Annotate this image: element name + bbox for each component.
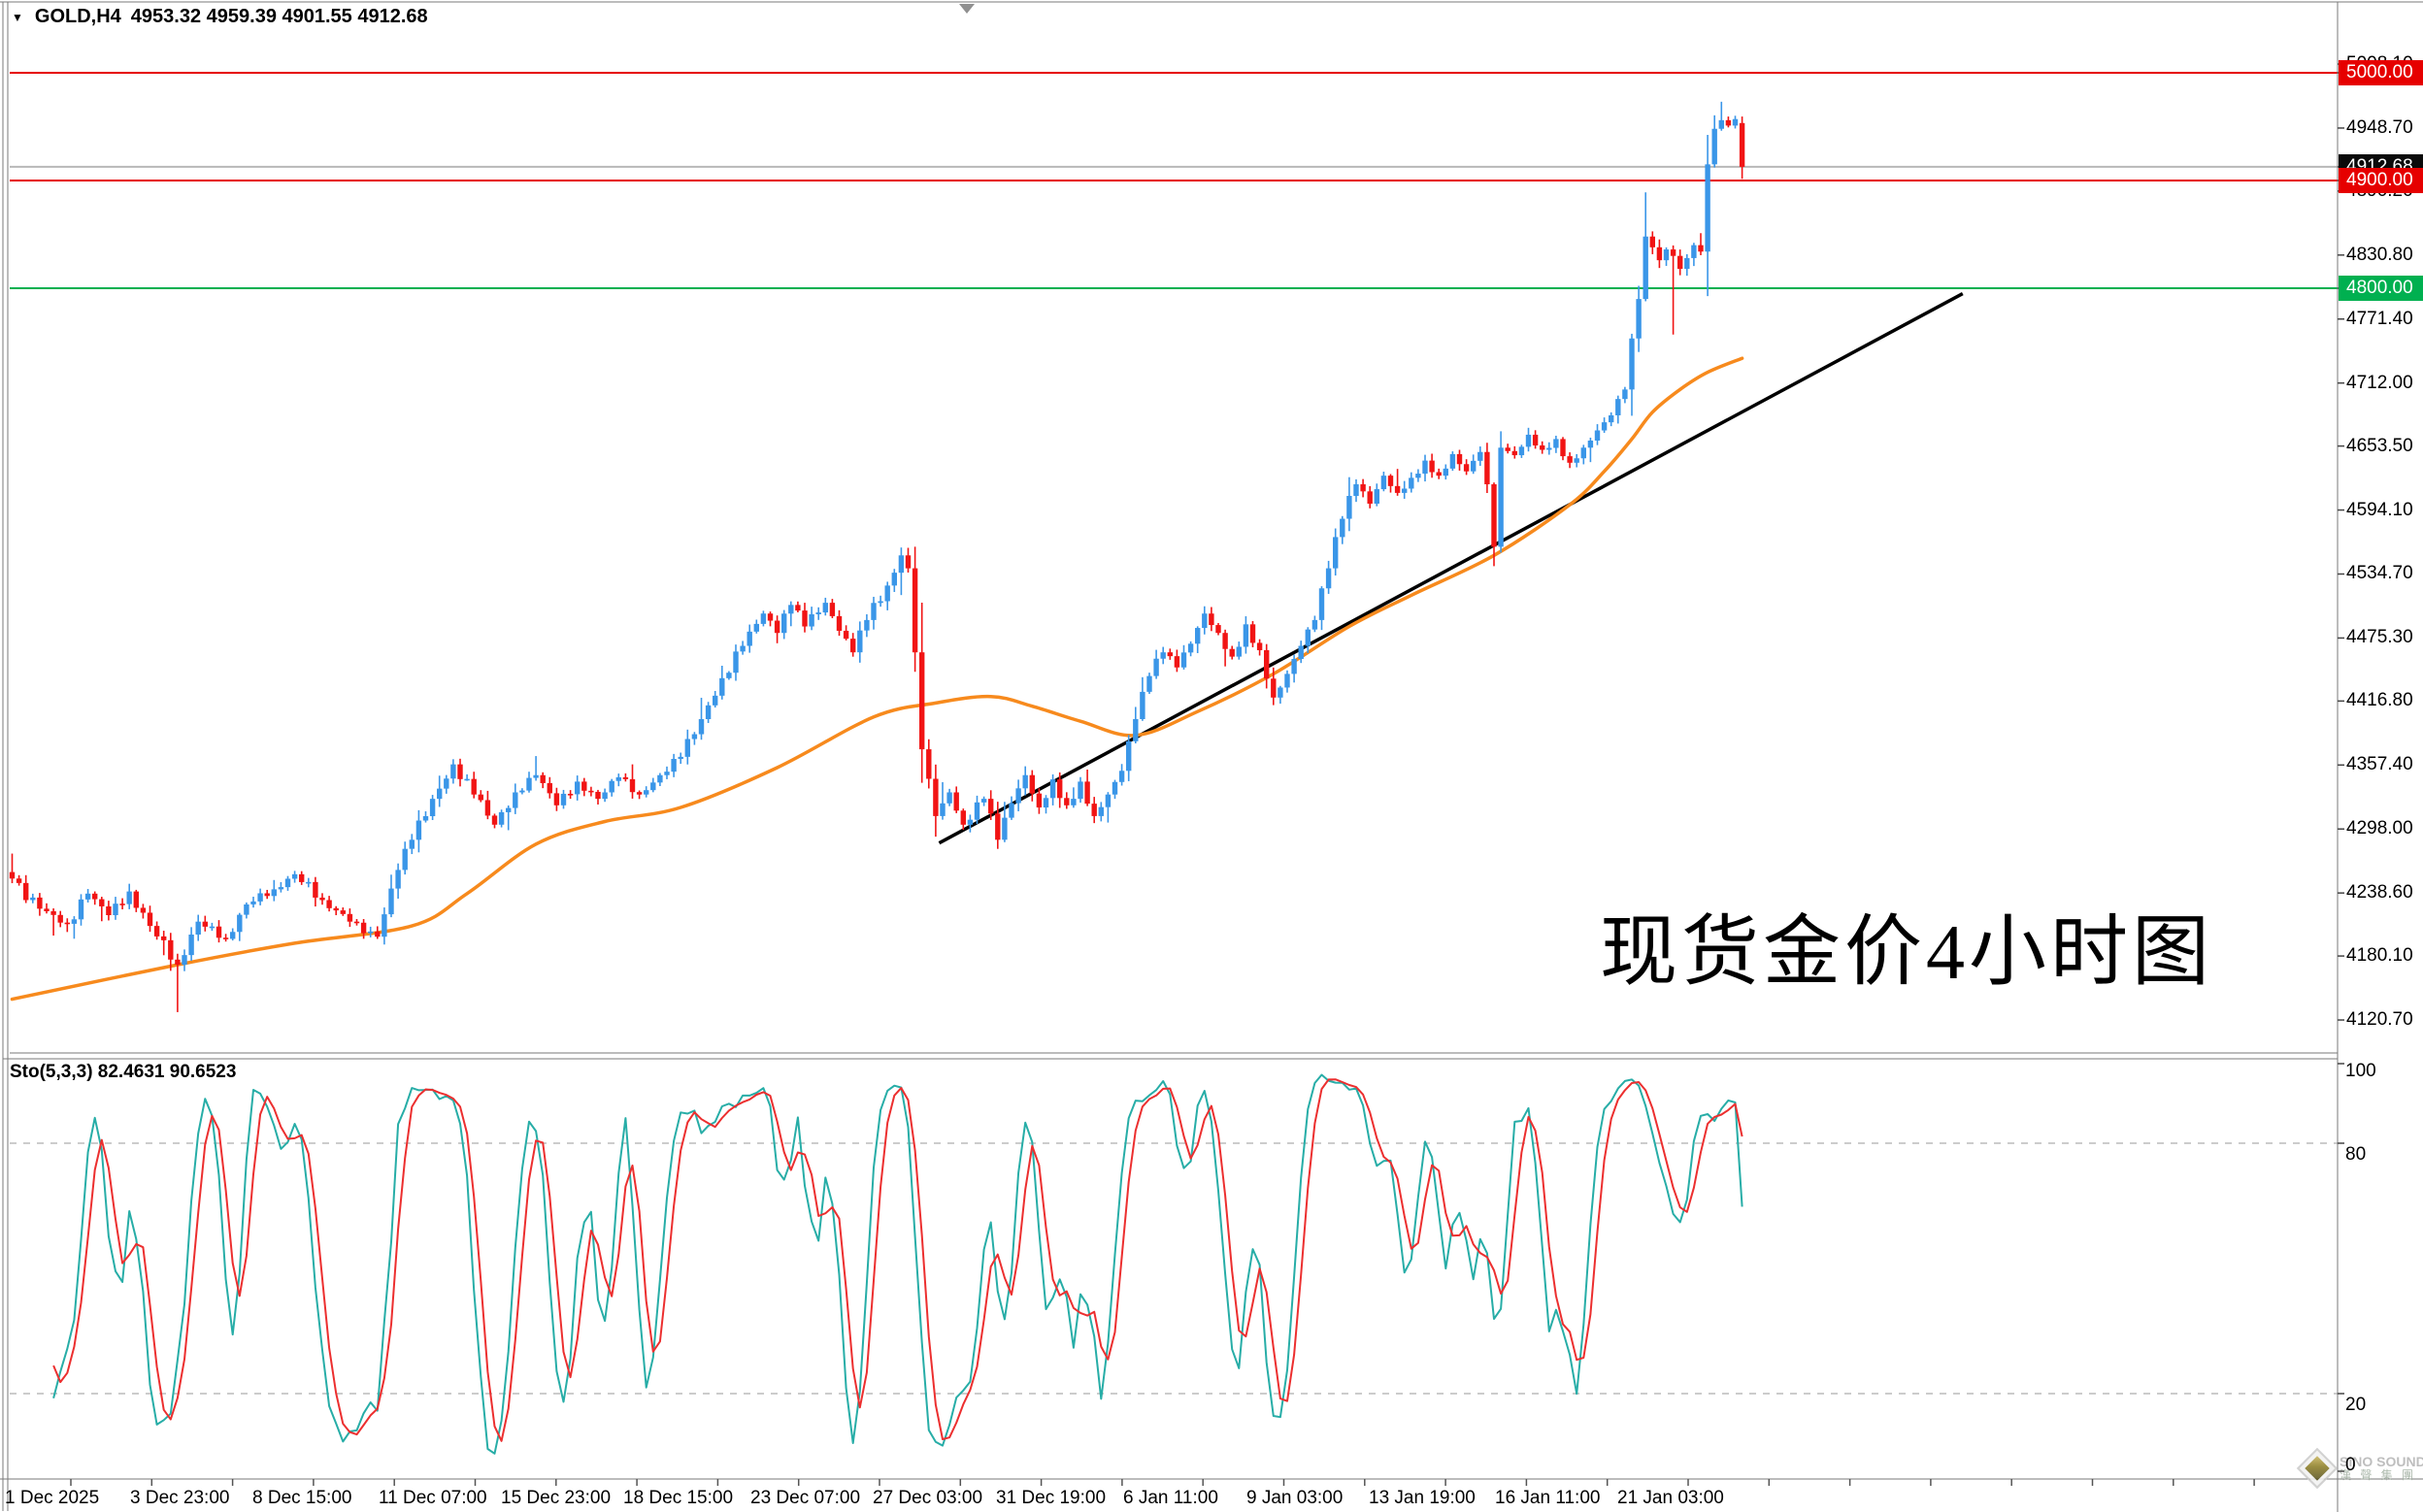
price-axis-label: 4948.70 — [2346, 116, 2413, 138]
time-axis-label: 31 Dec 19:00 — [996, 1488, 1107, 1508]
time-axis-label: 21 Jan 03:00 — [1617, 1488, 1724, 1508]
ohlc-readout: 4953.32 4959.39 4901.55 4912.68 — [130, 6, 428, 27]
price-axis-label: 4475.30 — [2346, 627, 2413, 648]
symbol-collapse-icon[interactable]: ▼ — [12, 10, 23, 24]
symbol-label: GOLD,H4 — [34, 6, 121, 27]
time-axis-label: 1 Dec 2025 — [5, 1488, 100, 1508]
stochastic-label: Sto(5,3,3) 82.4631 90.6523 — [10, 1062, 237, 1082]
price-axis-label: 4830.80 — [2346, 244, 2413, 265]
time-axis-label: 16 Jan 11:00 — [1495, 1488, 1601, 1508]
time-axis-label: 27 Dec 03:00 — [873, 1488, 983, 1508]
price-axis-label: 4771.40 — [2346, 308, 2413, 329]
price-axis-label: 4120.70 — [2346, 1009, 2413, 1031]
price-axis-label: 4653.50 — [2346, 435, 2413, 456]
chart-annotation: 现货金价4小时图 — [1600, 910, 2213, 996]
price-badge: 5000.00 — [2339, 60, 2423, 85]
time-axis-label: 13 Jan 19:00 — [1369, 1488, 1476, 1508]
broker-watermark: SiNO SOUND 漢 聲 集 團 — [2296, 1447, 2423, 1490]
broker-logo-icon — [2296, 1447, 2339, 1490]
price-axis-label: 4416.80 — [2346, 690, 2413, 711]
indicator-scale-label: 20 — [2345, 1395, 2367, 1415]
indicator-scale-label: 0 — [2345, 1455, 2356, 1475]
price-axis-label: 4180.10 — [2346, 945, 2413, 967]
chart-title: ▼ GOLD,H4 4953.32 4959.39 4901.55 4912.6… — [12, 6, 428, 28]
price-badge: 4800.00 — [2339, 276, 2423, 301]
price-axis-label: 4298.00 — [2346, 818, 2413, 839]
time-axis-label: 18 Dec 15:00 — [623, 1488, 734, 1508]
price-axis-label: 4594.10 — [2346, 499, 2413, 520]
time-axis-label: 11 Dec 07:00 — [379, 1488, 487, 1508]
watermark-chinese: 漢 聲 集 團 — [2340, 1468, 2417, 1483]
watermark-brand: SiNO SOUND — [2340, 1454, 2423, 1470]
price-badge: 4900.00 — [2339, 168, 2423, 193]
price-axis-label: 4238.60 — [2346, 882, 2413, 904]
time-axis-label: 15 Dec 23:00 — [501, 1488, 612, 1508]
indicator-scale-label: 80 — [2345, 1144, 2367, 1165]
time-axis-label: 23 Dec 07:00 — [750, 1488, 861, 1508]
time-axis-label: 3 Dec 23:00 — [130, 1488, 230, 1508]
time-axis-label: 6 Jan 11:00 — [1123, 1488, 1218, 1508]
time-axis-label: 8 Dec 15:00 — [252, 1488, 352, 1508]
time-axis-label: 9 Jan 03:00 — [1246, 1488, 1344, 1508]
price-axis-label: 4534.70 — [2346, 563, 2413, 584]
price-axis-label: 4357.40 — [2346, 754, 2413, 775]
price-axis-label: 4712.00 — [2346, 372, 2413, 393]
indicator-scale-label: 100 — [2345, 1061, 2376, 1081]
